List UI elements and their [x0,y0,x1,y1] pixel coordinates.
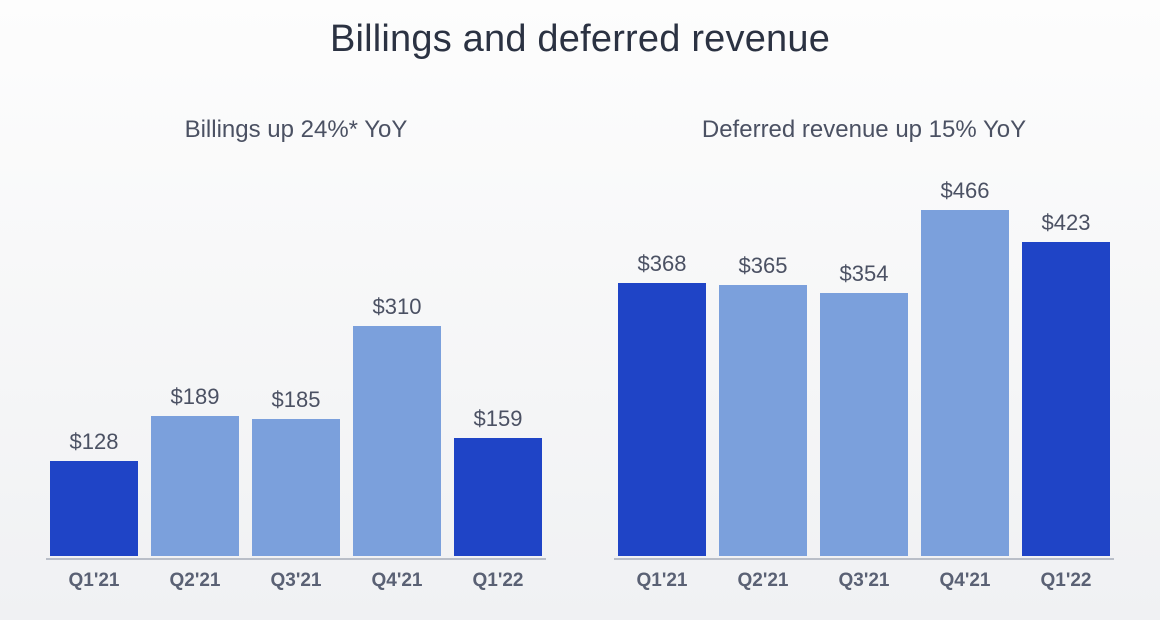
x-axis: Q1'21 Q2'21 Q3'21 Q4'21 Q1'22 [46,558,546,592]
bar [618,283,706,556]
bar [719,285,807,556]
bar-slot: $185 [252,176,340,556]
bar-value-label: $310 [373,294,422,320]
bar-slot: $368 [618,176,706,556]
page-root: Billings and deferred revenue Billings u… [0,0,1160,620]
x-axis-label: Q3'21 [820,570,908,592]
x-axis-label: Q3'21 [252,570,340,592]
bar-slot: $354 [820,176,908,556]
bar [921,210,1009,556]
bar [50,461,138,556]
plot-area: $368 $365 $354 $466 $423 [614,176,1114,556]
x-axis-label: Q4'21 [353,570,441,592]
x-axis-label: Q1'22 [1022,570,1110,592]
bar [353,326,441,556]
bar-slot: $159 [454,176,542,556]
bar-slot: $466 [921,176,1009,556]
bar-slot: $189 [151,176,239,556]
x-axis-label: Q1'22 [454,570,542,592]
bar-value-label: $423 [1042,210,1091,236]
page-title: Billings and deferred revenue [0,18,1160,61]
bar [252,419,340,556]
bar-slot: $310 [353,176,441,556]
x-axis-label: Q2'21 [719,570,807,592]
charts-row: Billings up 24%* YoY $128 $189 $185 $310 $159… [0,116,1160,592]
bar-value-label: $368 [638,251,687,277]
x-axis-label: Q1'21 [50,570,138,592]
chart-subtitle: Billings up 24%* YoY [185,116,408,144]
bar [820,293,908,556]
x-axis-label: Q4'21 [921,570,1009,592]
bar [151,416,239,556]
x-axis-label: Q2'21 [151,570,239,592]
bar-value-label: $159 [474,406,523,432]
bar-slot: $128 [50,176,138,556]
bar-slot: $423 [1022,176,1110,556]
plot-area: $128 $189 $185 $310 $159 [46,176,546,556]
bar-value-label: $354 [840,261,889,287]
bar-value-label: $365 [739,253,788,279]
chart-subtitle: Deferred revenue up 15% YoY [702,116,1026,144]
billings-chart: Billings up 24%* YoY $128 $189 $185 $310 $159… [36,116,556,592]
deferred-revenue-chart: Deferred revenue up 15% YoY$368$365$354$… [604,116,1124,592]
bar-value-label: $189 [171,384,220,410]
bar-value-label: $185 [272,387,321,413]
bar-value-label: $128 [70,429,119,455]
x-axis: Q1'21 Q2'21 Q3'21 Q4'21 Q1'22 [614,558,1114,592]
bar [1022,242,1110,556]
bar-value-label: $466 [941,178,990,204]
bar [454,438,542,556]
bar-slot: $365 [719,176,807,556]
x-axis-label: Q1'21 [618,570,706,592]
